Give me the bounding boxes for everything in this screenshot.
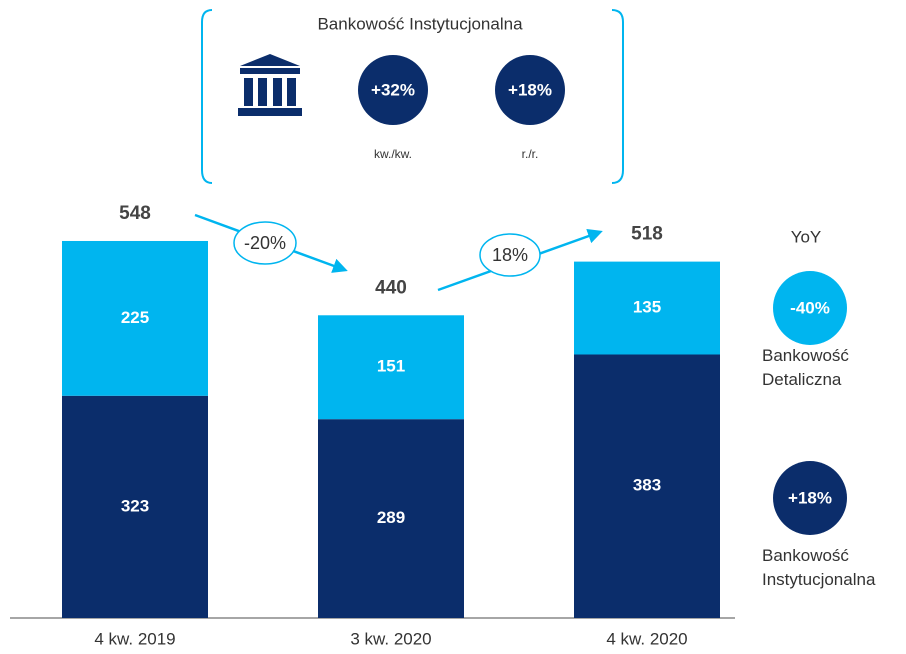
yoy-badge <box>773 271 847 345</box>
change-bubble <box>233 221 297 265</box>
summary-title: Bankowość Instytucjonalna <box>317 14 523 33</box>
bar-segment <box>62 240 208 396</box>
total-label: 518 <box>631 224 663 245</box>
x-tick-label: 4 kw. 2019 <box>94 629 175 648</box>
qoq-value: +32% <box>371 80 415 99</box>
yoy-badge-label: +18% <box>788 488 832 507</box>
segment-label: 225 <box>121 308 149 327</box>
qoq-badge <box>358 55 428 125</box>
x-tick-label: 3 kw. 2020 <box>350 629 431 648</box>
yoy-badge <box>495 55 565 125</box>
bar-segment <box>318 419 464 618</box>
yoy-badge <box>773 461 847 535</box>
bar-segment <box>574 354 720 618</box>
yoy-value: +18% <box>508 80 552 99</box>
bank-icon <box>238 54 302 116</box>
bracket-left <box>201 9 213 184</box>
legend-entry: Bankowość Instytucjonalna <box>762 546 876 589</box>
yoy-heading: YoY <box>791 227 822 246</box>
segment-label: 151 <box>377 357 405 376</box>
segment-label: 135 <box>633 298 661 317</box>
summary-box <box>201 9 624 184</box>
x-tick-label: 4 kw. 2020 <box>606 629 687 648</box>
change-label: -20% <box>244 233 286 253</box>
bar-segment <box>62 395 208 618</box>
yoy-badge-label: -40% <box>790 298 830 317</box>
segment-label: 323 <box>121 496 149 515</box>
bar-segment <box>318 315 464 420</box>
legend-entry: Bankowość Detaliczna <box>762 346 849 389</box>
qoq-label: kw./kw. <box>374 147 412 161</box>
bracket-right <box>611 9 624 184</box>
yoy-label: r./r. <box>522 147 539 161</box>
change-bubble <box>479 233 541 277</box>
segment-label: 383 <box>633 476 661 495</box>
total-label: 548 <box>119 203 151 224</box>
bar-segment <box>574 261 720 355</box>
change-label: 18% <box>492 245 528 265</box>
total-label: 440 <box>375 277 407 298</box>
segment-label: 289 <box>377 508 405 527</box>
